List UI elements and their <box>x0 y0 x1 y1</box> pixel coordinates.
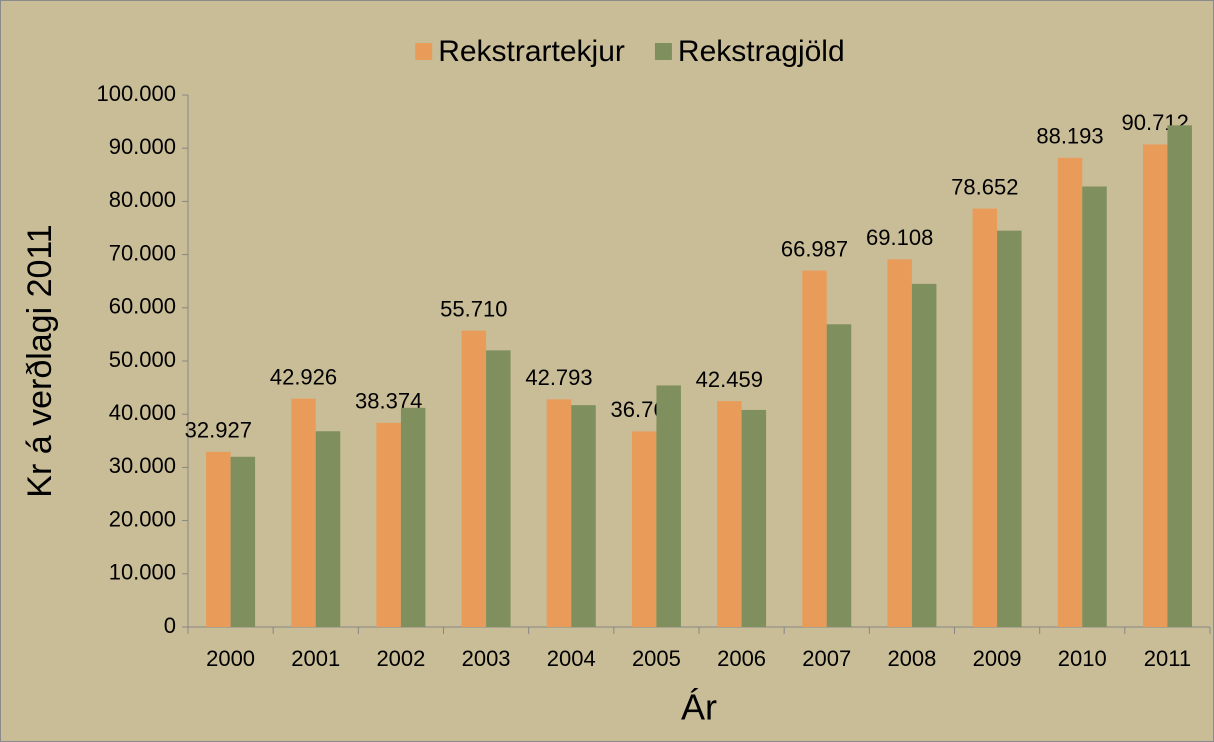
x-tick-label: 2004 <box>547 646 596 671</box>
bar <box>1082 186 1107 627</box>
bar <box>376 422 401 627</box>
x-tick-label: 2000 <box>206 646 255 671</box>
legend-label: Rekstragjöld <box>678 35 845 68</box>
data-label: 78.652 <box>951 174 1018 199</box>
bar <box>1057 157 1083 627</box>
y-tick-label: 50.000 <box>109 347 176 372</box>
x-tick-label: 2005 <box>632 646 681 671</box>
bar <box>997 230 1022 627</box>
data-label: 88.193 <box>1036 124 1103 149</box>
bar <box>911 283 937 627</box>
x-tick-label: 2006 <box>717 646 766 671</box>
data-label: 66.987 <box>781 236 848 261</box>
bar <box>461 330 487 627</box>
bar <box>571 405 596 627</box>
bar <box>717 401 742 627</box>
y-tick-label: 80.000 <box>109 187 176 212</box>
bar <box>1142 144 1168 627</box>
bar <box>291 398 316 627</box>
bar <box>631 431 657 627</box>
data-label: 42.926 <box>270 364 337 389</box>
bar <box>741 409 767 627</box>
data-label: 32.927 <box>185 418 252 443</box>
x-axis-title: Ár <box>681 687 717 728</box>
y-tick-label: 60.000 <box>109 294 176 319</box>
y-tick-label: 0 <box>164 613 176 638</box>
y-tick-label: 70.000 <box>109 240 176 265</box>
bar <box>315 431 341 627</box>
x-tick-label: 2010 <box>1058 646 1107 671</box>
bar <box>802 270 827 627</box>
legend-swatch <box>654 43 672 60</box>
x-tick-label: 2008 <box>887 646 936 671</box>
bar <box>1167 125 1192 627</box>
bar <box>656 385 681 627</box>
x-tick-label: 2002 <box>376 646 425 671</box>
y-tick-label: 10.000 <box>109 560 176 585</box>
bar <box>887 259 912 627</box>
data-label: 69.108 <box>866 225 933 250</box>
y-tick-label: 100.000 <box>96 81 176 106</box>
bar <box>230 456 256 627</box>
x-tick-label: 2001 <box>291 646 340 671</box>
x-tick-label: 2007 <box>802 646 851 671</box>
x-tick-label: 2009 <box>973 646 1022 671</box>
y-tick-label: 20.000 <box>109 506 176 531</box>
y-tick-label: 90.000 <box>109 134 176 159</box>
legend-swatch <box>415 43 433 60</box>
bar <box>486 350 511 627</box>
data-label: 42.459 <box>696 367 763 392</box>
bar <box>972 208 998 628</box>
y-tick-label: 30.000 <box>109 453 176 478</box>
bar <box>546 399 572 627</box>
bar <box>826 324 852 627</box>
legend-label: Rekstrartekjur <box>438 35 625 68</box>
data-label: 42.793 <box>525 365 592 390</box>
bar <box>400 407 426 627</box>
y-tick-label: 40.000 <box>109 400 176 425</box>
data-label: 55.710 <box>440 296 507 321</box>
x-tick-label: 2011 <box>1144 646 1191 671</box>
y-axis-title: Kr á verðlagi 2011 <box>21 224 59 497</box>
bar <box>206 451 231 627</box>
x-tick-label: 2003 <box>462 646 511 671</box>
